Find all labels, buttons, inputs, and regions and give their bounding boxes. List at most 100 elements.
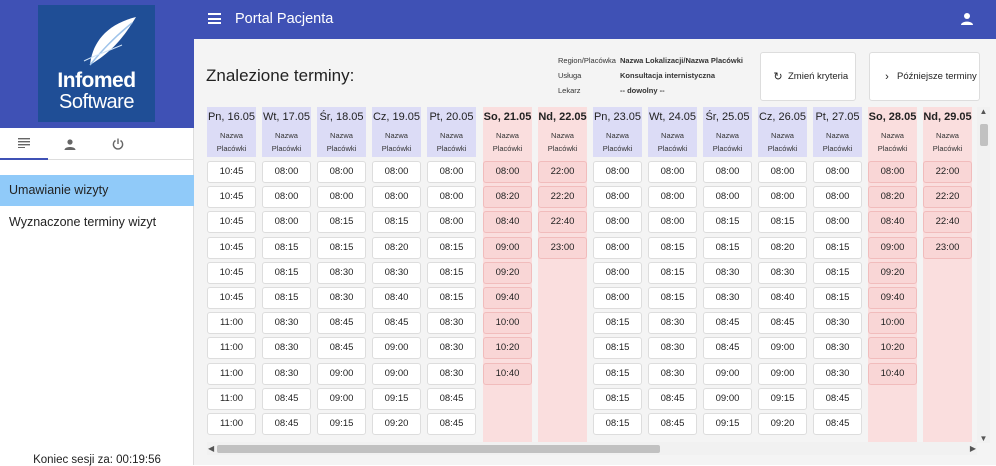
sidebar-item-wyznaczone-terminy[interactable]: Wyznaczone terminy wizyt xyxy=(9,215,157,229)
time-slot-button[interactable]: 08:15 xyxy=(703,236,752,259)
time-slot-button[interactable]: 08:00 xyxy=(593,211,642,234)
time-slot-button[interactable]: 08:45 xyxy=(372,312,421,335)
time-slot-button[interactable]: 08:45 xyxy=(758,312,807,335)
time-slot-button[interactable]: 08:45 xyxy=(813,412,862,435)
time-slot-button[interactable]: 08:00 xyxy=(593,186,642,209)
change-criteria-button[interactable]: ↻ Zmień kryteria xyxy=(760,52,856,101)
time-slot-button[interactable]: 09:15 xyxy=(317,412,366,435)
time-slot-button[interactable]: 08:00 xyxy=(703,186,752,209)
time-slot-button[interactable]: 08:30 xyxy=(372,261,421,284)
time-slot-button[interactable]: 08:30 xyxy=(427,362,476,385)
time-slot-button[interactable]: 08:30 xyxy=(317,261,366,284)
time-slot-button[interactable]: 08:30 xyxy=(427,337,476,360)
time-slot-button[interactable]: 09:00 xyxy=(317,362,366,385)
time-slot-button[interactable]: 08:45 xyxy=(703,337,752,360)
time-slot-button[interactable]: 08:15 xyxy=(427,286,476,309)
time-slot-button[interactable]: 08:00 xyxy=(593,286,642,309)
time-slot-button[interactable]: 08:15 xyxy=(813,261,862,284)
time-slot-button[interactable]: 08:15 xyxy=(317,211,366,234)
time-slot-button[interactable]: 08:00 xyxy=(813,161,862,183)
time-slot-button[interactable]: 08:00 xyxy=(372,161,421,183)
time-slot-button[interactable]: 08:45 xyxy=(317,337,366,360)
scroll-right-icon[interactable]: ▶ xyxy=(969,444,976,453)
time-slot-button[interactable]: 08:20 xyxy=(483,186,532,209)
time-slot-button[interactable]: 08:40 xyxy=(758,286,807,309)
time-slot-button[interactable]: 08:30 xyxy=(648,337,697,360)
time-slot-button[interactable]: 08:30 xyxy=(262,362,311,385)
hamburger-menu-icon[interactable] xyxy=(208,13,221,24)
time-slot-button[interactable]: 10:20 xyxy=(868,337,917,360)
time-slot-button[interactable]: 08:45 xyxy=(648,412,697,435)
time-slot-button[interactable]: 08:15 xyxy=(317,236,366,259)
time-slot-button[interactable]: 09:00 xyxy=(758,337,807,360)
time-slot-button[interactable]: 08:15 xyxy=(813,236,862,259)
horizontal-scrollbar[interactable]: ◀ ▶ xyxy=(207,442,977,455)
scroll-down-icon[interactable]: ▼ xyxy=(979,434,988,443)
time-slot-button[interactable]: 23:00 xyxy=(923,236,972,259)
time-slot-button[interactable]: 11:00 xyxy=(207,312,256,335)
time-slot-button[interactable]: 08:00 xyxy=(648,186,697,209)
time-slot-button[interactable]: 08:00 xyxy=(813,211,862,234)
horizontal-scroll-thumb[interactable] xyxy=(217,445,660,453)
time-slot-button[interactable]: 08:00 xyxy=(868,161,917,183)
time-slot-button[interactable]: 09:00 xyxy=(703,387,752,410)
time-slot-button[interactable]: 08:15 xyxy=(593,362,642,385)
time-slot-button[interactable]: 08:30 xyxy=(317,286,366,309)
time-slot-button[interactable]: 08:00 xyxy=(427,186,476,209)
time-slot-button[interactable]: 08:45 xyxy=(317,312,366,335)
time-slot-button[interactable]: 08:30 xyxy=(813,362,862,385)
time-slot-button[interactable]: 08:20 xyxy=(372,236,421,259)
time-slot-button[interactable]: 09:15 xyxy=(758,387,807,410)
time-slot-button[interactable]: 09:20 xyxy=(372,412,421,435)
time-slot-button[interactable]: 08:00 xyxy=(648,211,697,234)
time-slot-button[interactable]: 08:00 xyxy=(648,161,697,183)
time-slot-button[interactable]: 08:20 xyxy=(868,186,917,209)
time-slot-button[interactable]: 08:15 xyxy=(593,412,642,435)
time-slot-button[interactable]: 09:20 xyxy=(758,412,807,435)
time-slot-button[interactable]: 08:00 xyxy=(593,236,642,259)
time-slot-button[interactable]: 08:15 xyxy=(262,261,311,284)
tab-logout[interactable] xyxy=(94,128,142,160)
scroll-left-icon[interactable]: ◀ xyxy=(208,444,215,453)
time-slot-button[interactable]: 08:00 xyxy=(758,161,807,183)
time-slot-button[interactable]: 09:00 xyxy=(372,362,421,385)
time-slot-button[interactable]: 08:15 xyxy=(648,261,697,284)
time-slot-button[interactable]: 11:00 xyxy=(207,362,256,385)
time-slot-button[interactable]: 09:20 xyxy=(868,261,917,284)
time-slot-button[interactable]: 08:30 xyxy=(648,312,697,335)
time-slot-button[interactable]: 09:20 xyxy=(483,261,532,284)
time-slot-button[interactable]: 10:00 xyxy=(483,312,532,335)
time-slot-button[interactable]: 11:00 xyxy=(207,337,256,360)
time-slot-button[interactable]: 08:15 xyxy=(813,286,862,309)
time-slot-button[interactable]: 08:45 xyxy=(427,412,476,435)
time-slot-button[interactable]: 08:15 xyxy=(648,236,697,259)
time-slot-button[interactable]: 11:00 xyxy=(207,412,256,435)
time-slot-button[interactable]: 09:00 xyxy=(483,236,532,259)
time-slot-button[interactable]: 08:15 xyxy=(372,211,421,234)
time-slot-button[interactable]: 08:15 xyxy=(593,337,642,360)
time-slot-button[interactable]: 08:00 xyxy=(317,161,366,183)
time-slot-button[interactable]: 08:45 xyxy=(262,387,311,410)
time-slot-button[interactable]: 09:00 xyxy=(868,236,917,259)
time-slot-button[interactable]: 08:20 xyxy=(758,236,807,259)
time-slot-button[interactable]: 08:30 xyxy=(813,312,862,335)
time-slot-button[interactable]: 08:15 xyxy=(427,261,476,284)
time-slot-button[interactable]: 10:45 xyxy=(207,236,256,259)
time-slot-button[interactable]: 08:00 xyxy=(372,186,421,209)
time-slot-button[interactable]: 22:40 xyxy=(538,211,587,234)
time-slot-button[interactable]: 08:45 xyxy=(813,387,862,410)
time-slot-button[interactable]: 08:00 xyxy=(593,261,642,284)
time-slot-button[interactable]: 08:15 xyxy=(593,387,642,410)
time-slot-button[interactable]: 08:30 xyxy=(648,362,697,385)
time-slot-button[interactable]: 08:00 xyxy=(262,186,311,209)
time-slot-button[interactable]: 10:45 xyxy=(207,186,256,209)
time-slot-button[interactable]: 08:45 xyxy=(703,312,752,335)
time-slot-button[interactable]: 08:40 xyxy=(868,211,917,234)
time-slot-button[interactable]: 09:40 xyxy=(868,286,917,309)
time-slot-button[interactable]: 08:00 xyxy=(262,161,311,183)
time-slot-button[interactable]: 08:15 xyxy=(648,286,697,309)
time-slot-button[interactable]: 08:30 xyxy=(758,261,807,284)
time-slot-button[interactable]: 08:15 xyxy=(427,236,476,259)
time-slot-button[interactable]: 08:30 xyxy=(813,337,862,360)
time-slot-button[interactable]: 09:00 xyxy=(317,387,366,410)
